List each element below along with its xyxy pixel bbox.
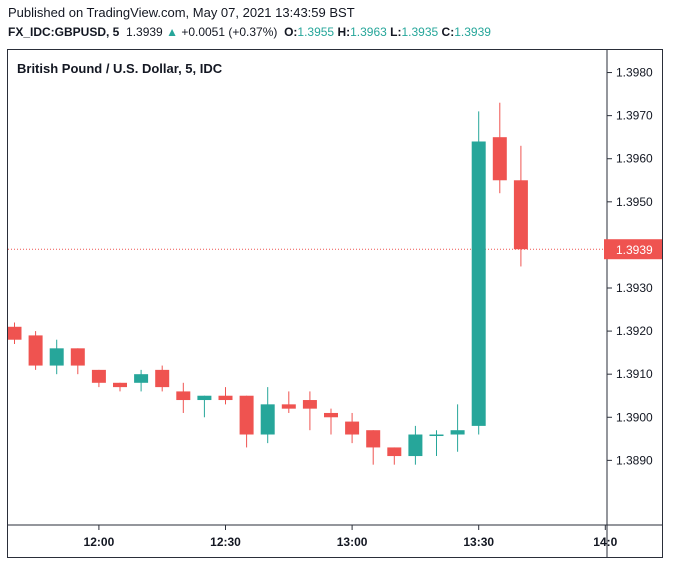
published-caption: Published on TradingView.com, May 07, 20… <box>8 5 355 20</box>
price-tick-label: 1.3910 <box>616 367 653 381</box>
candle-down <box>324 412 338 418</box>
candle-up <box>49 348 64 366</box>
candle-down <box>281 404 296 409</box>
candle-down <box>302 400 317 409</box>
open-value: 1.3955 <box>297 25 335 39</box>
candle-down <box>8 326 22 340</box>
price-tick-label: 1.3970 <box>616 109 653 123</box>
high-value: 1.3963 <box>350 25 387 39</box>
time-tick-label: 14:0 <box>593 535 617 549</box>
candle-up <box>197 395 212 401</box>
price-tick-label: 1.3890 <box>616 453 653 467</box>
time-tick-label: 13:30 <box>463 535 494 549</box>
open-label: O: <box>284 25 298 39</box>
candle-up <box>408 434 423 457</box>
candle-down <box>366 430 381 448</box>
candle-down <box>70 348 85 366</box>
candle-down <box>28 335 43 366</box>
candle-down <box>91 369 106 383</box>
candle-up <box>134 374 149 383</box>
candle-down <box>239 395 254 435</box>
symbol-quote-line: FX_IDC:GBPUSD, 5 1.3939 ▲ +0.0051 (+0.37… <box>8 25 491 39</box>
chart-frame[interactable] <box>7 49 663 558</box>
price-tick-label: 1.3950 <box>616 195 653 209</box>
price-change: +0.0051 (+0.37%) <box>181 25 278 39</box>
price-tick-label: 1.3900 <box>616 410 653 424</box>
price-tick-label: 1.3960 <box>616 152 653 166</box>
candles-layer <box>8 102 607 465</box>
candle-up <box>260 404 275 435</box>
candle-down <box>155 369 170 388</box>
last-price-badge <box>604 239 662 260</box>
chart-title: British Pound / U.S. Dollar, 5, IDC <box>17 61 223 76</box>
candle-down <box>492 137 507 181</box>
axes-layer: 1.38901.39001.39101.39201.39301.39401.39… <box>8 50 662 557</box>
low-value: 1.3935 <box>401 25 439 39</box>
last-price-badge-label: 1.3939 <box>616 243 653 257</box>
high-label: H: <box>337 25 351 39</box>
time-tick-label: 13:00 <box>337 535 368 549</box>
close-value: 1.3939 <box>454 25 491 39</box>
candle-down <box>218 395 233 401</box>
low-label: L: <box>390 25 402 39</box>
triangle-up-icon: ▲ <box>166 25 178 39</box>
last-price: 1.3939 <box>126 25 163 39</box>
price-tick-label: 1.3920 <box>616 324 653 338</box>
price-tick-label: 1.3980 <box>616 66 653 80</box>
candle-down <box>113 382 127 388</box>
candle-down <box>176 391 191 401</box>
time-tick-label: 12:00 <box>84 535 115 549</box>
price-tick-label: 1.3930 <box>616 281 653 295</box>
candle-down <box>513 180 528 250</box>
time-tick-label: 12:30 <box>210 535 241 549</box>
candle-down <box>345 421 360 435</box>
candle-up <box>429 434 444 437</box>
candle-down <box>387 447 402 457</box>
candle-up <box>471 141 486 426</box>
symbol-label[interactable]: FX_IDC:GBPUSD, 5 <box>8 25 120 39</box>
candle-up <box>450 430 465 435</box>
close-label: C: <box>441 25 455 39</box>
